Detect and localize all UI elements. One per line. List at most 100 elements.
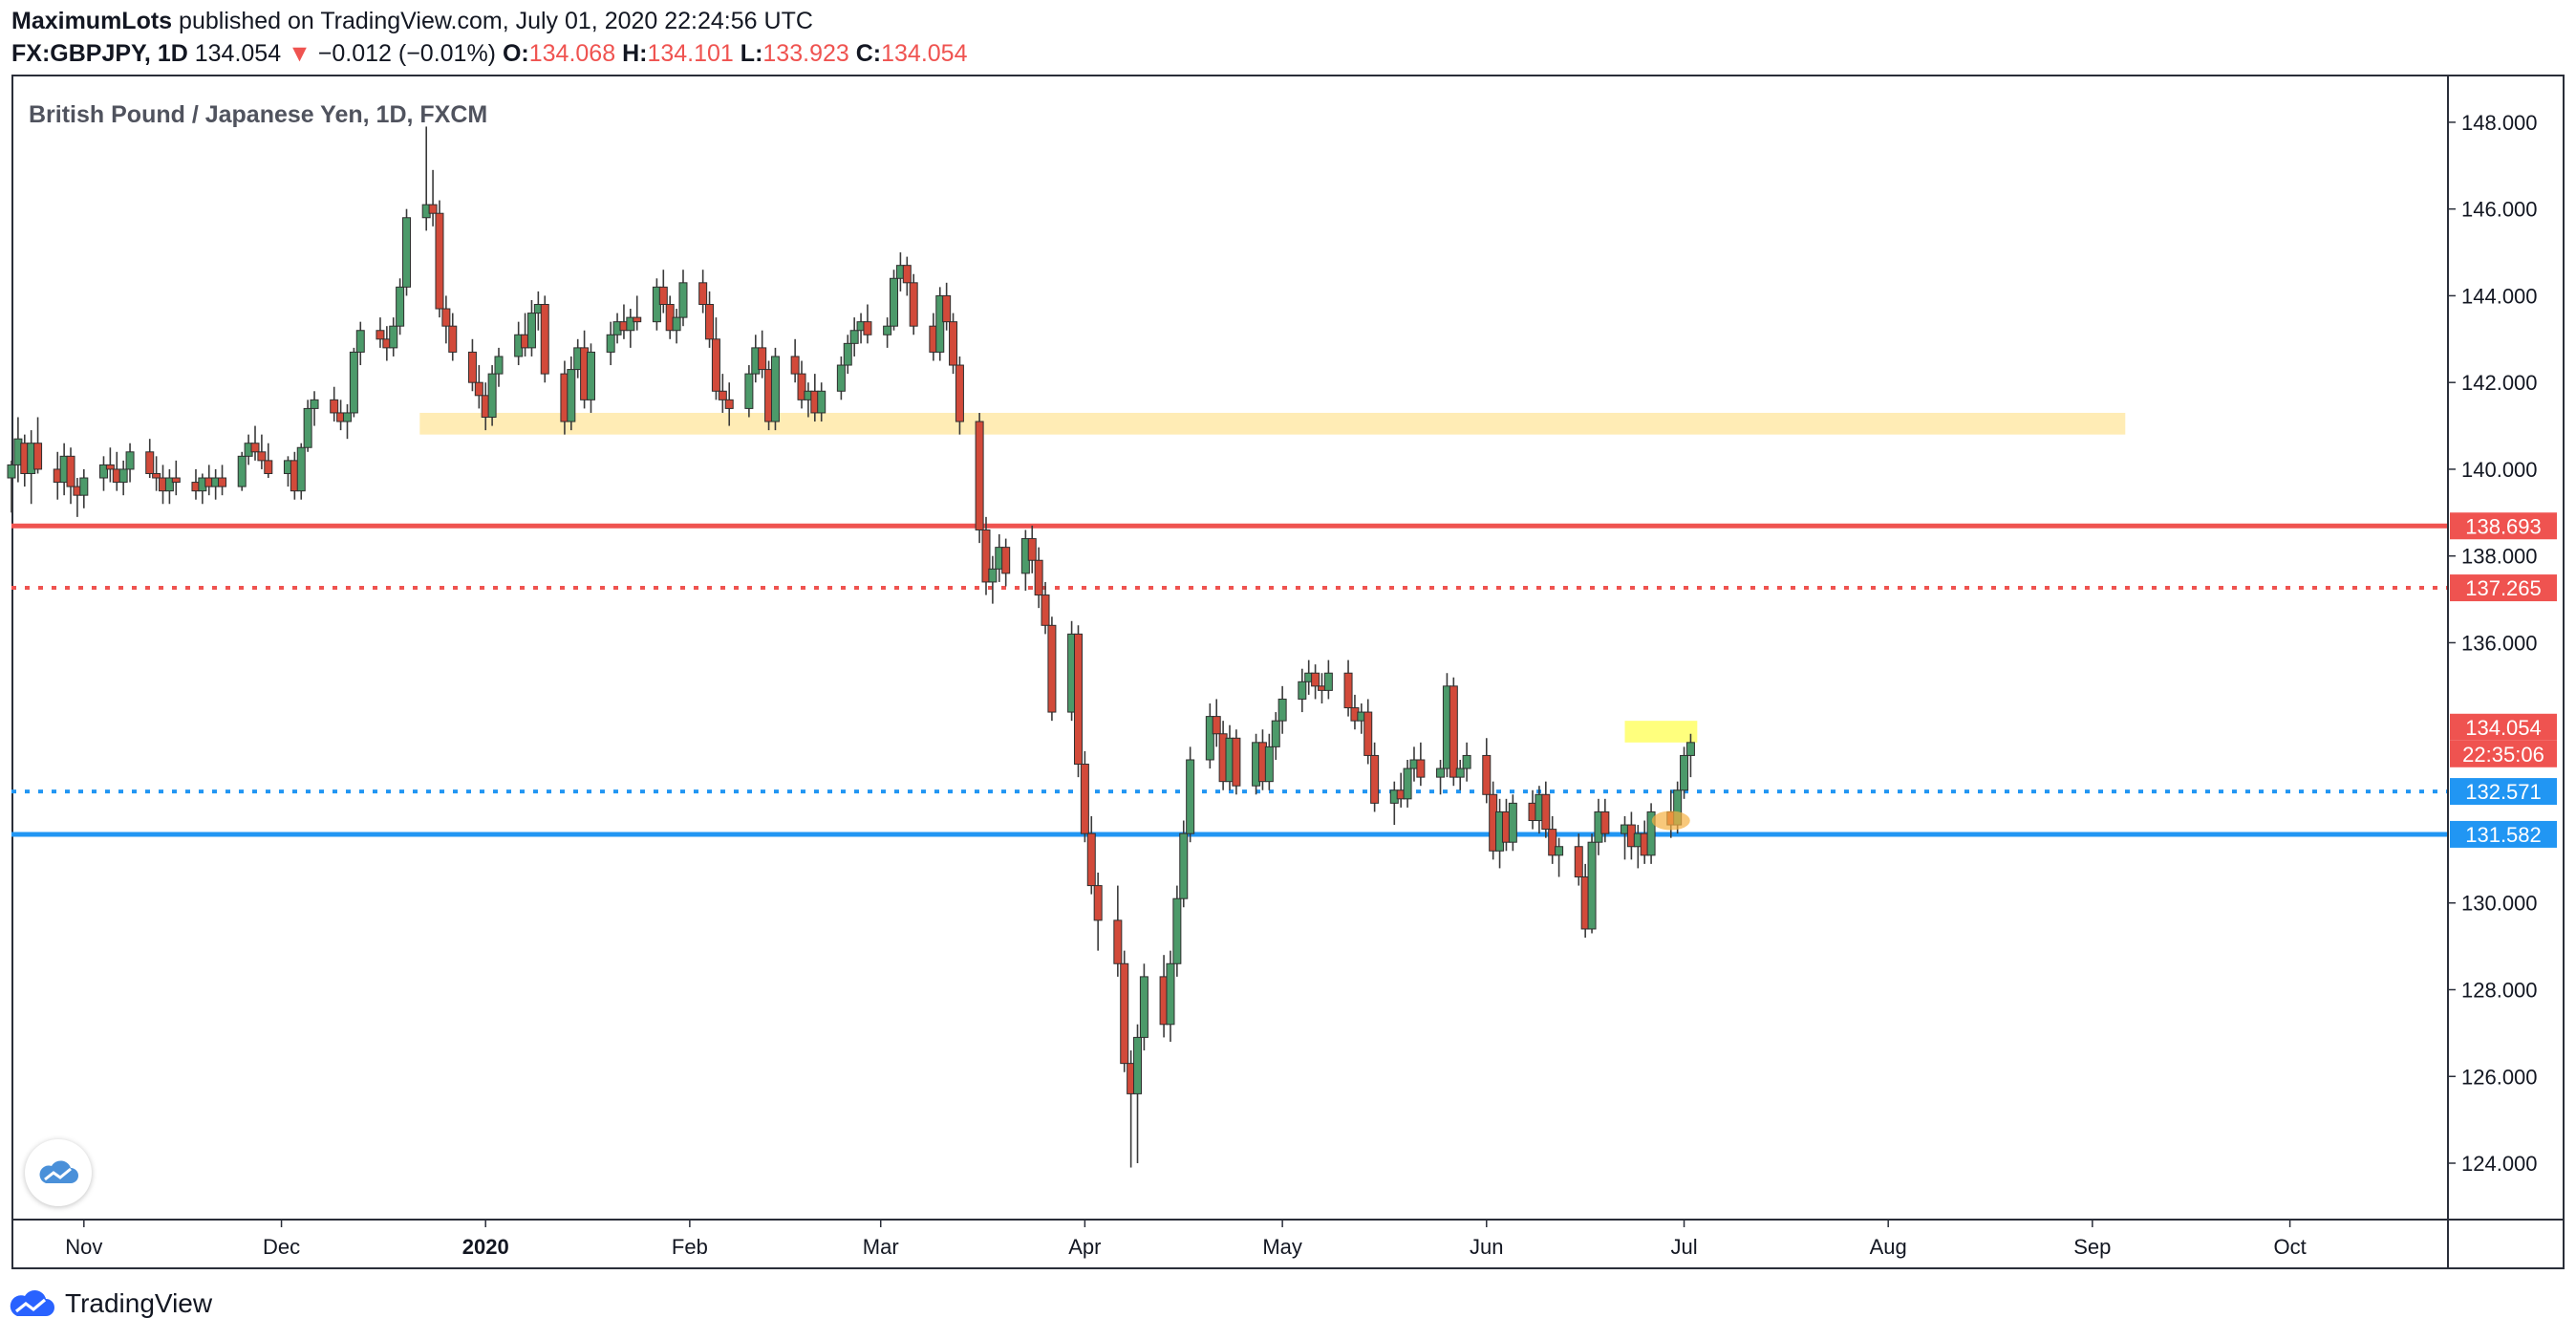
candle[interactable]: [355, 321, 365, 366]
candle[interactable]: [711, 317, 720, 400]
candle[interactable]: [817, 382, 826, 422]
candle[interactable]: [1548, 815, 1557, 864]
candle[interactable]: [1139, 963, 1148, 1051]
candle[interactable]: [33, 417, 43, 474]
author-name[interactable]: MaximumLots: [11, 8, 173, 34]
candle[interactable]: [672, 309, 681, 344]
candle[interactable]: [402, 208, 412, 296]
candle[interactable]: [1587, 833, 1597, 934]
candle[interactable]: [1186, 746, 1195, 843]
tradingview-cloud-button[interactable]: [25, 1139, 92, 1206]
candle[interactable]: [66, 447, 75, 505]
candle[interactable]: [310, 391, 319, 426]
candle[interactable]: [1508, 794, 1517, 852]
candle[interactable]: [770, 347, 780, 431]
candle[interactable]: [758, 330, 767, 378]
candle[interactable]: [1436, 759, 1446, 795]
candle[interactable]: [1343, 659, 1353, 717]
candle[interactable]: [1403, 759, 1412, 808]
candle[interactable]: [79, 468, 89, 508]
candle[interactable]: [237, 451, 247, 491]
candle[interactable]: [1205, 702, 1214, 769]
candle[interactable]: [1680, 746, 1689, 799]
candle[interactable]: [1001, 538, 1011, 587]
candle[interactable]: [1172, 885, 1182, 977]
candle[interactable]: [342, 403, 352, 440]
candle[interactable]: [1311, 664, 1320, 700]
candle[interactable]: [218, 465, 227, 496]
candle[interactable]: [7, 460, 16, 513]
candle[interactable]: [797, 360, 806, 409]
candle[interactable]: [264, 443, 273, 479]
candle[interactable]: [330, 386, 339, 422]
candle[interactable]: [118, 460, 128, 496]
candle[interactable]: [448, 313, 458, 361]
candle[interactable]: [975, 412, 984, 544]
candle[interactable]: [1271, 712, 1280, 760]
candle[interactable]: [1482, 738, 1492, 804]
candle[interactable]: [164, 468, 174, 505]
candle[interactable]: [1093, 872, 1103, 951]
price-label-badge[interactable]: 134.054: [2450, 713, 2557, 741]
candle[interactable]: [1323, 659, 1333, 700]
candle[interactable]: [474, 365, 483, 409]
candle[interactable]: [935, 287, 945, 361]
candle[interactable]: [467, 338, 477, 392]
price-label-badge[interactable]: 137.265: [2450, 574, 2557, 602]
price-label-badge[interactable]: 131.582: [2450, 820, 2557, 848]
candle[interactable]: [1555, 837, 1564, 877]
candle[interactable]: [1646, 803, 1656, 864]
candle[interactable]: [586, 343, 595, 413]
candle[interactable]: [705, 291, 715, 348]
candle[interactable]: [863, 304, 872, 344]
candle[interactable]: [1073, 625, 1083, 778]
candle[interactable]: [250, 425, 260, 461]
candle[interactable]: [633, 295, 642, 331]
candle[interactable]: [836, 356, 846, 400]
candle[interactable]: [626, 309, 635, 348]
candle[interactable]: [909, 273, 918, 335]
candle[interactable]: [1166, 950, 1175, 1042]
candle[interactable]: [1120, 950, 1129, 1072]
chart-frame[interactable]: [11, 75, 2565, 1269]
candle[interactable]: [1455, 759, 1465, 790]
candle[interactable]: [883, 317, 892, 348]
candle[interactable]: [125, 443, 135, 483]
candle[interactable]: [1086, 815, 1096, 895]
candle[interactable]: [494, 347, 504, 387]
candle[interactable]: [790, 338, 800, 383]
candle[interactable]: [1370, 742, 1380, 812]
candle[interactable]: [435, 200, 444, 318]
candle[interactable]: [421, 126, 431, 231]
candle[interactable]: [389, 317, 398, 357]
candle[interactable]: [1080, 750, 1089, 843]
candle[interactable]: [526, 299, 536, 357]
candle[interactable]: [1277, 685, 1287, 734]
candle[interactable]: [1212, 699, 1221, 747]
candle[interactable]: [1574, 833, 1583, 886]
candle[interactable]: [942, 282, 952, 331]
candle[interactable]: [902, 256, 912, 296]
candle[interactable]: [1462, 742, 1471, 782]
candle[interactable]: [376, 317, 385, 348]
candle[interactable]: [1449, 677, 1458, 787]
candle[interactable]: [1047, 616, 1057, 722]
candle[interactable]: [1298, 668, 1307, 713]
candle[interactable]: [428, 169, 438, 227]
candle[interactable]: [145, 439, 155, 479]
tradingview-logo[interactable]: TradingView: [10, 1288, 212, 1319]
candle[interactable]: [1389, 781, 1399, 826]
candle[interactable]: [1685, 733, 1695, 778]
candle[interactable]: [349, 347, 358, 418]
candle[interactable]: [606, 321, 615, 366]
candle[interactable]: [396, 278, 405, 335]
candle[interactable]: [1179, 820, 1189, 908]
candle[interactable]: [678, 270, 688, 327]
candle[interactable]: [1027, 525, 1037, 573]
candle[interactable]: [1133, 1024, 1143, 1164]
candle[interactable]: [487, 365, 497, 426]
candle[interactable]: [843, 335, 852, 375]
candle[interactable]: [1541, 781, 1551, 838]
candle[interactable]: [988, 555, 998, 604]
